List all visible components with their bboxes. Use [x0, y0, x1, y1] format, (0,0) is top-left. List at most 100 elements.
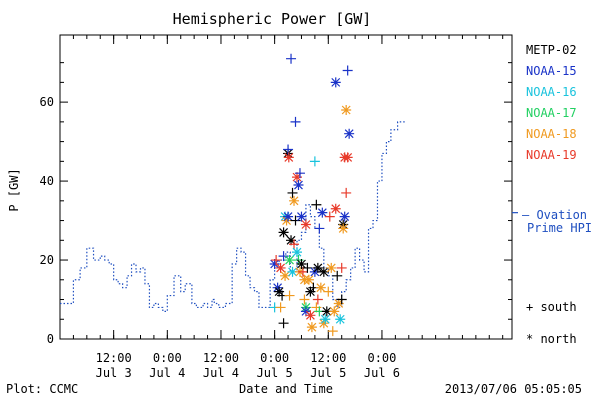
north-point — [321, 306, 332, 317]
north-point — [300, 306, 311, 317]
ovation-legend-label-1: — Ovation — [522, 208, 587, 222]
x-tick-date-label: Jul 4 — [149, 366, 185, 380]
x-tick-time-label: 0:00 — [367, 351, 396, 365]
x-tick-time-label: 0:00 — [153, 351, 182, 365]
north-point — [329, 306, 340, 317]
north-point — [274, 286, 285, 297]
north-point — [342, 152, 353, 163]
north-point — [269, 258, 280, 269]
north-point — [303, 274, 314, 285]
south-point — [278, 318, 289, 329]
north-point — [339, 211, 350, 222]
south-point — [290, 116, 301, 127]
south-point — [324, 211, 335, 222]
north-point — [335, 314, 346, 325]
south-point — [299, 294, 310, 305]
south-point — [323, 286, 334, 297]
north-point — [341, 105, 352, 116]
y-tick-label: 20 — [40, 253, 54, 267]
x-tick-time-label: 0:00 — [260, 351, 289, 365]
south-point — [312, 294, 323, 305]
south-point — [289, 239, 300, 250]
satellite-legend: METP-02 NOAA-15 NOAA-16 NOAA-17 NOAA-18 NOAA-… — [526, 43, 577, 162]
north-point — [289, 195, 300, 206]
ovation-legend-label-2: Prime HPI — [527, 221, 592, 235]
x-tick-time-label: 12:00 — [203, 351, 239, 365]
plot-timestamp: 2013/07/06 05:05:05 — [445, 382, 582, 396]
plot-credit: Plot: CCMC — [6, 382, 78, 396]
plot-frame — [59, 34, 513, 340]
legend-entry: NOAA-17 — [526, 106, 577, 120]
north-point — [291, 247, 302, 258]
north-point — [312, 262, 323, 273]
legend-entry: METP-02 — [526, 43, 577, 57]
north-point — [320, 314, 331, 325]
north-legend-label: * north — [526, 332, 577, 346]
south-point — [271, 255, 282, 266]
north-point — [338, 223, 349, 234]
south-point — [290, 215, 301, 226]
south-point — [342, 65, 353, 76]
north-point — [326, 262, 337, 273]
south-point — [336, 294, 347, 305]
north-point — [318, 266, 329, 277]
south-point — [314, 223, 325, 234]
south-point — [336, 262, 347, 273]
data-points — [269, 53, 355, 337]
north-point — [278, 227, 289, 238]
north-point — [275, 262, 286, 273]
south-point — [341, 187, 352, 198]
ovation-hpi-line — [60, 121, 405, 312]
y-tick-label: 0 — [47, 332, 54, 346]
legend-entry: NOAA-18 — [526, 127, 577, 141]
south-point — [311, 199, 322, 210]
south-point — [294, 168, 305, 179]
north-point — [306, 322, 317, 333]
north-point — [287, 266, 298, 277]
north-point — [283, 211, 294, 222]
north-point — [305, 286, 316, 297]
south-point — [297, 266, 308, 277]
y-tick-label: 40 — [40, 174, 54, 188]
north-point — [272, 282, 283, 293]
south-point — [284, 290, 295, 301]
x-tick-date-label: Jul 6 — [364, 366, 400, 380]
north-point — [293, 180, 304, 191]
south-legend-label: + south — [526, 300, 577, 314]
north-point — [281, 215, 292, 226]
north-point — [318, 318, 329, 329]
south-point — [287, 187, 298, 198]
south-point — [286, 53, 297, 64]
north-point — [330, 203, 341, 214]
north-point — [315, 282, 326, 293]
north-point — [283, 152, 294, 163]
north-point — [284, 255, 295, 266]
south-point — [327, 326, 338, 337]
legend-entry: NOAA-19 — [526, 148, 577, 162]
north-point — [344, 128, 355, 139]
chart-title: Hemispheric Power [GW] — [173, 10, 372, 28]
north-point — [296, 258, 307, 269]
south-point — [278, 251, 289, 262]
north-point — [317, 207, 328, 218]
y-tick-label: 60 — [40, 95, 54, 109]
x-tick-date-label: Jul 3 — [96, 366, 132, 380]
north-point — [280, 270, 291, 281]
south-point — [332, 270, 343, 281]
x-tick-date-label: Jul 5 — [310, 366, 346, 380]
south-point — [283, 144, 294, 155]
legend-entry: NOAA-15 — [526, 64, 577, 78]
x-axis-label: Date and Time — [239, 382, 333, 396]
north-point — [300, 219, 311, 230]
north-point — [309, 266, 320, 277]
north-point — [305, 310, 316, 321]
x-tick-date-label: Jul 5 — [257, 366, 293, 380]
x-tick-date-label: Jul 4 — [203, 366, 239, 380]
south-point — [309, 156, 320, 167]
north-point — [296, 211, 307, 222]
x-tick-time-label: 12:00 — [310, 351, 346, 365]
y-axis-label: P [GW] — [7, 168, 21, 211]
x-tick-time-label: 12:00 — [96, 351, 132, 365]
